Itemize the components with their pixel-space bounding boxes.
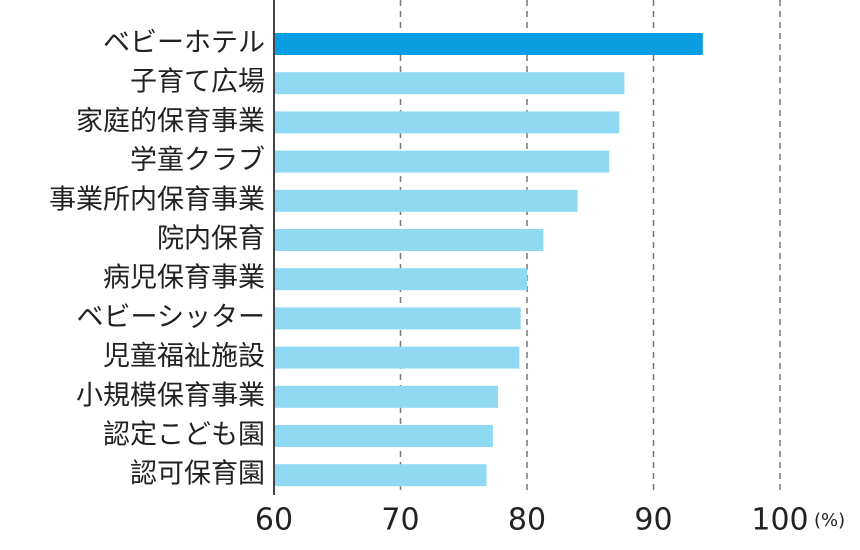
category-label: ベビーシッター xyxy=(77,302,265,333)
category-label: 認定こども園 xyxy=(103,420,265,451)
category-label: 院内保育 xyxy=(157,224,265,255)
category-label: ベビーホテル xyxy=(103,28,265,59)
bar xyxy=(274,72,625,95)
category-label: 小規模保育事業 xyxy=(76,380,265,411)
x-tick-label: 60 xyxy=(255,503,293,538)
category-label: 学童クラブ xyxy=(130,145,265,176)
bar xyxy=(274,385,498,408)
bar xyxy=(274,425,493,447)
bar xyxy=(274,268,527,291)
category-label: 家庭的保育事業 xyxy=(76,106,265,137)
bar xyxy=(274,150,610,173)
x-tick-label: 100 xyxy=(751,503,808,538)
bar xyxy=(274,464,487,487)
category-label: 認可保育園 xyxy=(130,459,265,490)
category-label: 児童福祉施設 xyxy=(103,341,265,372)
x-tick-label: 70 xyxy=(381,503,419,538)
bar xyxy=(274,346,520,369)
x-tick-label: 90 xyxy=(634,503,672,538)
category-label: 子育て広場 xyxy=(130,67,265,98)
bar xyxy=(274,33,703,55)
bar xyxy=(274,307,521,330)
category-label: 事業所内保育事業 xyxy=(49,184,265,215)
bar xyxy=(274,111,620,134)
bar xyxy=(274,229,544,251)
bar xyxy=(274,189,578,212)
x-unit: (%) xyxy=(814,510,845,531)
x-tick-label: 80 xyxy=(508,503,546,538)
category-label: 病児保育事業 xyxy=(103,263,265,294)
